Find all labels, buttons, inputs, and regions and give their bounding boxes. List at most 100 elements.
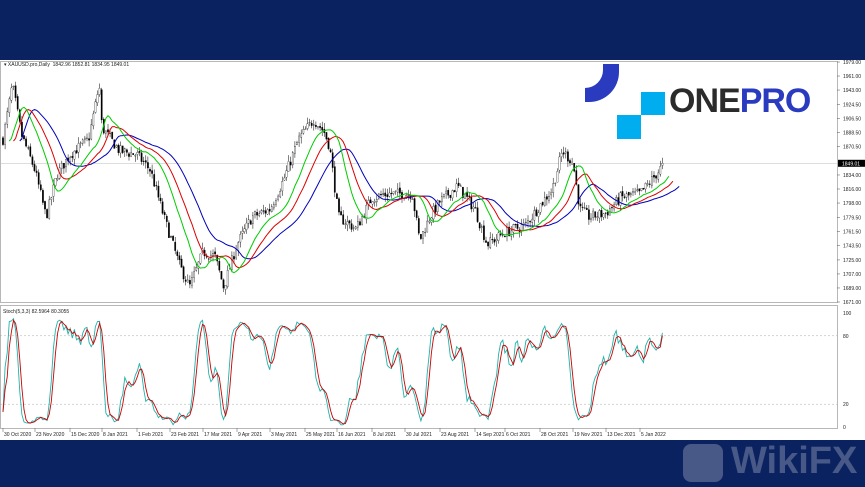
candle [529,220,531,223]
candle [296,142,298,146]
candle [514,224,517,226]
candle [231,255,233,270]
candle [346,221,349,226]
candle [596,216,599,218]
candle [302,129,305,134]
candle [447,190,450,196]
candle [575,170,578,185]
candle [207,258,210,260]
candle [252,215,254,224]
candle [525,221,527,224]
candle [539,203,542,213]
candle [222,279,225,289]
x-tick-label: 16 Jun 2021 [338,432,366,438]
candle [151,170,153,174]
candle [56,178,59,180]
candle [497,232,500,241]
candle [186,279,189,283]
candle [14,85,17,98]
candle [218,261,221,271]
candle [415,210,418,218]
candle [499,233,502,236]
candle [422,231,424,239]
candle [432,206,435,220]
candle [480,226,483,228]
candle [35,170,38,173]
candle [655,175,657,179]
candle [462,186,464,198]
candle [180,258,183,268]
candle [73,150,76,160]
candle [424,232,426,234]
candle [291,152,294,166]
logo-text-pro: PRO [739,82,812,120]
candle [37,172,40,185]
x-tick-label: 19 Nov 2021 [574,432,603,438]
y-tick-label: 1761.50 [843,229,861,235]
candle [611,207,613,209]
candle [136,152,139,155]
candle [573,163,576,172]
candle [531,218,534,223]
candle [638,188,641,192]
candle [283,177,286,181]
candle [627,192,630,196]
candle [44,201,46,210]
candle [123,148,126,152]
candle [392,191,395,194]
onepro-logo: ONEPRO [585,62,830,142]
candle [604,212,607,214]
candle [220,271,223,280]
candle [119,145,122,154]
candle [96,94,99,103]
candle [560,153,563,157]
ohlc-values: 1842.96 1852.81 1834.95 1849.01 [52,62,130,68]
candle [168,222,170,238]
candle [294,146,296,154]
candle [178,255,181,260]
candle [640,188,643,191]
candle [384,192,387,197]
candle [508,226,510,236]
candle [504,236,506,238]
candle [567,151,569,162]
candle [585,207,588,210]
candle [245,222,248,230]
candle [107,129,109,133]
candle [191,277,193,286]
candle [417,218,420,234]
ma-fast-line [8,106,670,274]
candle [476,207,479,222]
candle [214,251,216,255]
candle [619,192,622,206]
candle [212,253,214,256]
y-tick-label: 1707.00 [843,272,861,278]
candle [478,222,481,229]
candle [375,199,378,203]
candle [159,197,162,202]
candle [193,271,195,278]
stoch-y-tick-label: 0 [843,425,846,431]
dropdown-triangle-icon[interactable]: ▾ [4,62,7,68]
candle [115,145,118,148]
candle [31,156,34,165]
candle [636,189,639,192]
candle [224,284,227,290]
candle [287,161,290,172]
candle [411,198,414,200]
candle [6,111,9,125]
candle [399,187,401,194]
candle [289,161,292,166]
candle [90,124,93,140]
candle [134,155,137,157]
candle [182,266,185,280]
candle [449,194,452,198]
stoch-y-tick-label: 20 [843,402,849,408]
candle [75,150,78,154]
logo-text-one: ONE [669,82,741,120]
stoch-y-tick-label: 100 [843,311,852,317]
candle [52,184,55,197]
stoch-signal-line [2,319,663,425]
y-tick-label: 1979.00 [843,60,861,66]
